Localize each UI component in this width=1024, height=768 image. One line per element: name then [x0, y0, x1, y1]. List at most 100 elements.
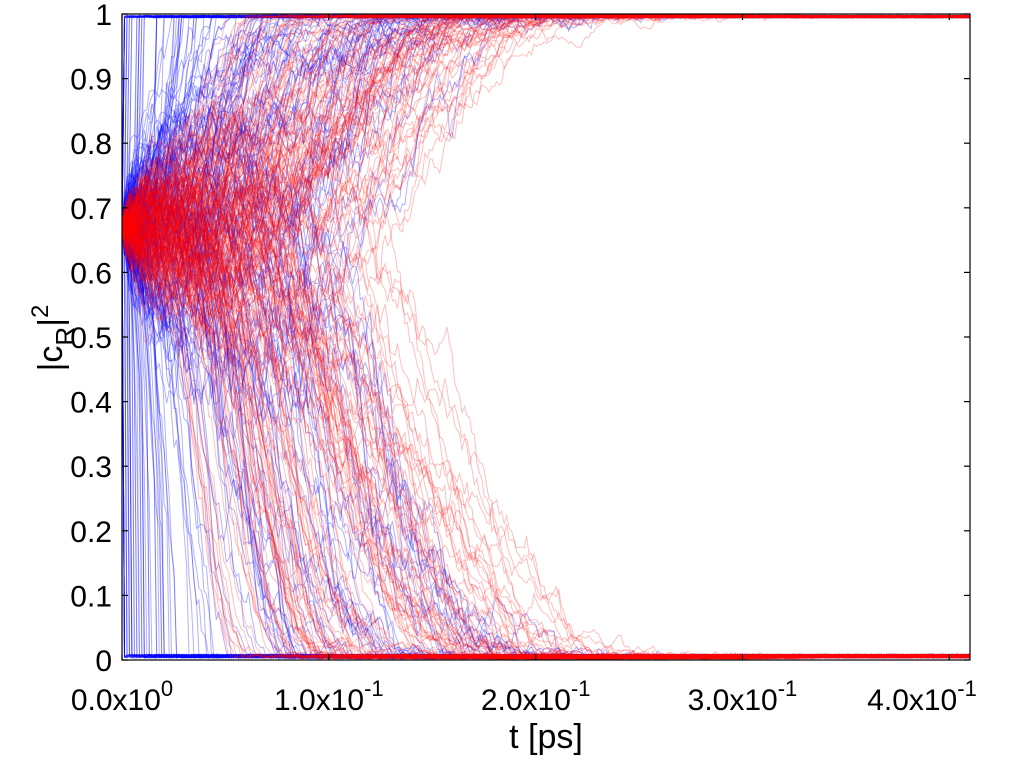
- trajectory-line: [122, 227, 970, 659]
- trajectory-line: [122, 14, 970, 282]
- trajectory-line: [122, 224, 970, 659]
- trajectory-line: [122, 14, 970, 302]
- trajectory-line: [122, 217, 970, 660]
- trajectory-line: [122, 176, 970, 659]
- trajectory-line: [122, 14, 970, 228]
- trajectory-line: [122, 129, 970, 660]
- trajectory-line: [122, 227, 970, 659]
- trajectory-line: [122, 222, 970, 659]
- trajectory-line: [122, 14, 970, 286]
- trajectory-line: [122, 217, 970, 660]
- trajectory-line: [122, 14, 970, 228]
- trajectory-line: [122, 212, 970, 660]
- trajectory-line: [122, 14, 970, 228]
- trajectory-line: [122, 14, 970, 228]
- trajectory-line: [122, 169, 970, 660]
- trajectory-line: [122, 14, 970, 228]
- trajectory-line: [122, 226, 970, 659]
- y-tick-label: 0.3: [70, 451, 112, 484]
- trajectory-line: [122, 227, 970, 660]
- trajectory-line: [122, 14, 970, 257]
- trajectory-line: [122, 14, 970, 228]
- trajectory-line: [122, 181, 970, 660]
- y-tick-label: 0.9: [70, 64, 112, 97]
- trajectory-line: [122, 90, 970, 660]
- trajectory-line: [122, 151, 970, 660]
- trajectory-line: [122, 14, 970, 255]
- series-0: [122, 14, 970, 660]
- trajectory-line: [122, 14, 970, 228]
- y-axis-label: |cR|2: [27, 305, 80, 372]
- trajectory-line: [122, 227, 970, 659]
- trajectory-line: [122, 14, 970, 249]
- trajectory-line: [122, 14, 970, 228]
- trajectory-line: [122, 14, 970, 228]
- trajectory-line: [122, 225, 970, 659]
- trajectory-line: [122, 213, 970, 660]
- trajectory-line: [122, 227, 970, 659]
- trajectory-line: [122, 14, 970, 308]
- trajectory-line: [122, 14, 970, 358]
- trajectory-line: [122, 193, 970, 659]
- trajectory-line: [122, 183, 970, 660]
- trajectory-line: [122, 227, 970, 659]
- trajectory-line: [122, 213, 970, 660]
- trajectory-line: [122, 182, 970, 659]
- trajectory-line: [122, 14, 970, 278]
- trajectory-line: [122, 227, 970, 659]
- trajectory-line: [122, 14, 970, 228]
- trajectory-line: [122, 14, 970, 253]
- trajectory-line: [122, 14, 970, 228]
- trajectory-line: [122, 14, 970, 285]
- trajectory-line: [122, 220, 970, 659]
- series-1: [122, 14, 970, 660]
- trajectory-line: [122, 14, 970, 234]
- trajectory-line: [122, 14, 970, 228]
- trajectory-line: [122, 227, 970, 659]
- y-tick-label: 0.4: [70, 387, 112, 420]
- y-tick-label: 1: [95, 0, 112, 32]
- trajectory-line: [122, 14, 970, 232]
- trajectory-line: [122, 14, 970, 299]
- trajectory-line: [122, 14, 970, 228]
- trajectory-line: [122, 146, 970, 660]
- trajectory-line: [122, 227, 970, 659]
- x-tick-label: 3.0x10-1: [688, 676, 798, 717]
- trajectory-line: [122, 14, 970, 338]
- trajectory-line: [122, 14, 970, 279]
- y-tick-label: 0.6: [70, 257, 112, 290]
- trajectory-line: [122, 14, 970, 293]
- trajectory-line: [122, 206, 970, 659]
- trajectory-line: [122, 14, 970, 265]
- y-tick-label: 0: [95, 645, 112, 678]
- trajectory-line: [122, 14, 970, 228]
- trajectory-line: [122, 227, 970, 659]
- trajectory-line: [122, 227, 970, 659]
- trajectory-line: [122, 88, 970, 660]
- trajectory-line: [122, 14, 970, 282]
- trajectory-line: [122, 180, 970, 660]
- trajectory-line: [122, 218, 970, 660]
- trajectory-line: [122, 14, 970, 424]
- y-axis-label-superscript: 2: [27, 305, 54, 318]
- trajectory-line: [122, 209, 970, 659]
- trajectory-line: [122, 14, 970, 343]
- trajectory-line: [122, 174, 970, 659]
- y-axis-label-bar: |: [32, 318, 70, 327]
- trajectory-line: [122, 14, 970, 234]
- trajectory-line: [122, 227, 970, 659]
- trajectory-line: [122, 14, 970, 264]
- trajectory-line: [122, 181, 970, 659]
- trajectory-line: [122, 190, 970, 660]
- y-axis-label-base: |c: [32, 346, 70, 372]
- trajectory-line: [122, 14, 970, 298]
- trajectory-line: [122, 219, 970, 659]
- trajectory-line: [122, 14, 970, 244]
- trajectory-line: [122, 217, 970, 659]
- trajectory-line: [122, 175, 970, 660]
- trajectory-line: [122, 14, 970, 278]
- trajectory-line: [122, 209, 970, 660]
- trajectory-line: [122, 203, 970, 660]
- trajectory-line: [122, 14, 970, 253]
- trajectory-line: [122, 14, 970, 243]
